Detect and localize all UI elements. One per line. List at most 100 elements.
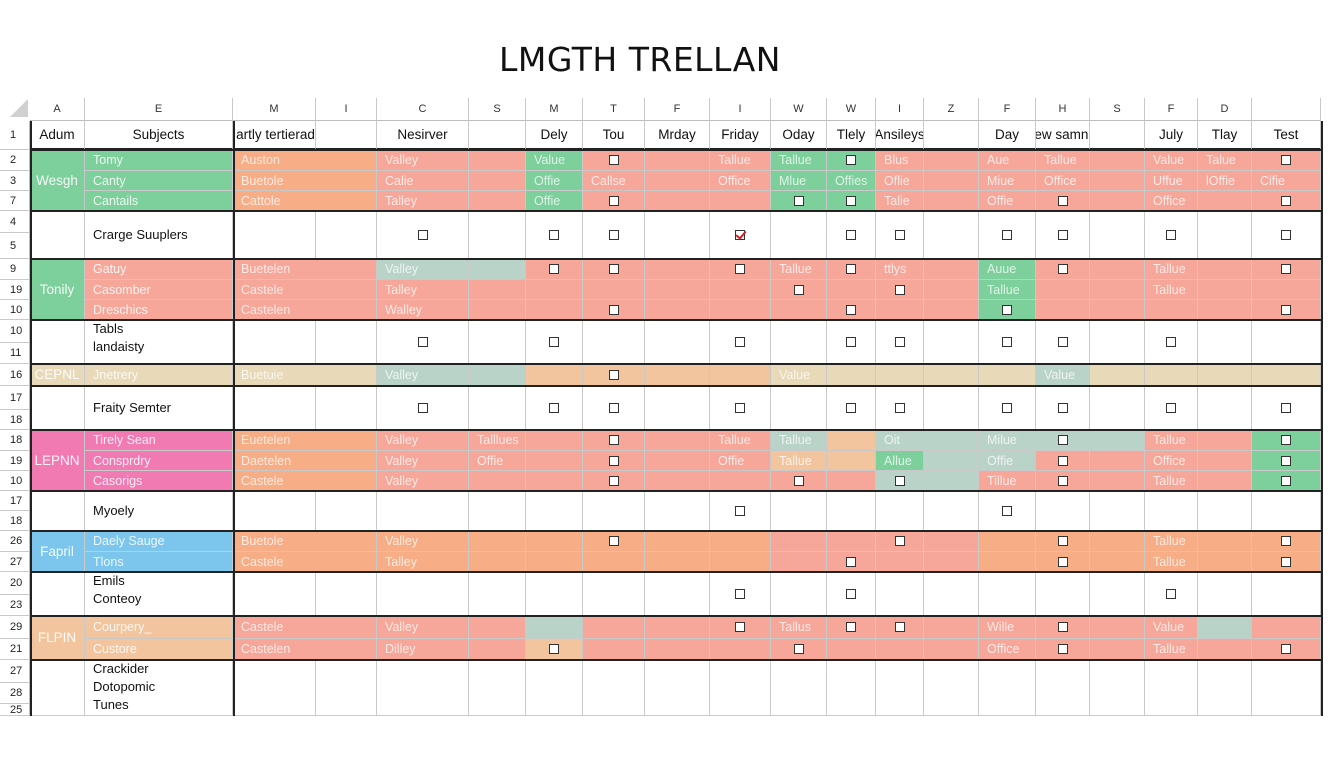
empty-cell[interactable] [876,660,924,716]
column-title[interactable]: Ansileys [876,121,924,150]
column-title[interactable]: Test [1252,121,1321,150]
data-cell[interactable]: Aue [979,150,1036,171]
checkbox[interactable] [1281,556,1291,567]
data-cell[interactable]: Castele [233,616,377,639]
empty-cell[interactable] [771,320,827,364]
data-cell[interactable]: ttlys [876,259,924,280]
data-cell[interactable] [827,471,876,491]
empty-cell[interactable] [827,660,876,716]
empty-cell[interactable] [645,320,710,364]
column-title[interactable]: Dely [526,121,583,150]
empty-cell[interactable] [316,660,377,716]
checkbox-cell[interactable] [583,451,645,471]
row-number[interactable]: 10 [0,300,30,320]
group-label[interactable]: LEPNN [30,430,85,491]
empty-cell[interactable] [526,572,583,616]
row-number[interactable]: 11 [0,343,30,364]
checkbox-cell[interactable] [377,320,469,364]
empty-cell[interactable] [924,660,979,716]
subject-cell[interactable]: Jnetrery [85,364,233,386]
column-header-letter[interactable]: S [469,98,526,121]
row-number[interactable]: 10 [0,320,30,343]
data-cell[interactable] [979,552,1036,572]
data-cell[interactable] [1145,364,1198,386]
checkbox-cell[interactable] [1036,552,1090,572]
data-cell[interactable] [1252,616,1321,639]
empty-cell[interactable] [1198,660,1252,716]
row-number[interactable]: 23 [0,595,30,616]
checkbox[interactable] [1057,644,1068,654]
checkbox-cell[interactable] [827,300,876,320]
empty-cell[interactable] [1198,386,1252,430]
checkbox-cell[interactable] [526,320,583,364]
data-cell[interactable]: Tallue [1145,552,1198,572]
column-header-letter[interactable]: Z [924,98,979,121]
checkbox-cell[interactable] [827,259,876,280]
checkbox-cell[interactable] [1036,531,1090,552]
checkbox-cell[interactable] [710,259,771,280]
checkbox[interactable] [1057,195,1068,206]
data-cell[interactable]: Cifie [1252,171,1321,191]
checkbox-cell[interactable] [1036,386,1090,430]
column-title[interactable]: Hartly tertierady [233,121,316,150]
data-cell[interactable]: Buetelen [233,259,377,280]
data-cell[interactable] [645,171,710,191]
empty-cell[interactable] [1090,572,1145,616]
checkbox[interactable] [846,264,856,274]
data-cell[interactable] [1198,451,1252,471]
group-label-empty[interactable] [30,660,85,716]
column-header-letter[interactable]: W [771,98,827,121]
subject-cell[interactable]: Tlons [85,552,233,572]
data-cell[interactable] [469,191,526,211]
data-cell[interactable] [924,451,979,471]
subject-cell[interactable]: Tirely Sean [85,430,233,451]
column-header-letter[interactable]: I [876,98,924,121]
empty-cell[interactable] [1090,320,1145,364]
select-all-corner[interactable] [10,99,28,117]
column-header-letter[interactable]: H [1036,98,1090,121]
data-cell[interactable]: Tallue [771,259,827,280]
checkbox[interactable] [735,622,745,632]
data-cell[interactable] [771,552,827,572]
empty-cell[interactable] [233,491,316,531]
subject-cell[interactable]: Courpery_ [85,616,233,639]
data-cell[interactable] [645,280,710,300]
data-cell[interactable] [1090,639,1145,660]
checkbox[interactable] [793,644,804,654]
checkbox[interactable] [1281,435,1291,445]
checkbox[interactable] [793,195,804,206]
data-cell[interactable]: Offies [827,171,876,191]
data-cell[interactable] [645,639,710,660]
empty-cell[interactable] [1252,320,1321,364]
checkbox-cell[interactable] [1252,211,1321,259]
empty-cell[interactable] [979,572,1036,616]
data-cell[interactable] [1090,616,1145,639]
empty-cell[interactable] [1145,660,1198,716]
subject-cell[interactable]: Tomy [85,150,233,171]
checkbox-cell[interactable] [526,386,583,430]
data-cell[interactable]: Buetole [233,171,377,191]
data-cell[interactable] [1090,430,1145,451]
checkbox[interactable] [608,229,619,240]
data-cell[interactable] [645,471,710,491]
empty-cell[interactable] [233,211,316,259]
checkbox-cell[interactable] [583,191,645,211]
checkbox[interactable] [1002,336,1012,347]
column-header-letter[interactable] [1252,98,1321,121]
data-cell[interactable] [827,430,876,451]
checkbox-cell[interactable] [583,430,645,451]
column-title[interactable]: Friday [710,121,771,150]
checkbox[interactable] [1281,475,1291,486]
checkbox-cell[interactable] [1036,616,1090,639]
empty-cell[interactable] [233,660,316,716]
checkbox[interactable] [417,229,428,240]
checkbox[interactable] [1057,475,1068,486]
empty-cell[interactable] [526,660,583,716]
column-title[interactable]: Tou [583,121,645,150]
data-cell[interactable] [1252,364,1321,386]
checkbox-cell[interactable] [827,211,876,259]
empty-cell[interactable] [924,491,979,531]
data-cell[interactable]: Blus [876,150,924,171]
data-cell[interactable] [710,364,771,386]
data-cell[interactable] [1090,364,1145,386]
